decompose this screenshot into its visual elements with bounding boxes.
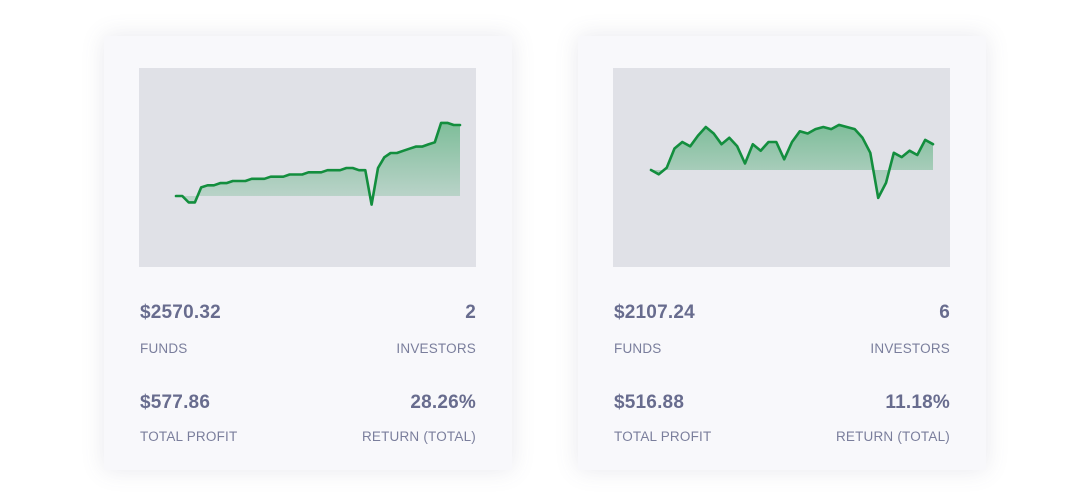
funds-label: FUNDS [140, 341, 188, 356]
fund-card-2[interactable]: $2107.24 FUNDS 6 INVESTORS $516.88 TOTAL… [578, 36, 986, 470]
chart-series-line [174, 121, 462, 206]
return-value: 11.18% [885, 392, 950, 413]
chart-series-line [649, 123, 935, 200]
return-label: RETURN (TOTAL) [361, 429, 476, 444]
performance-chart [139, 68, 476, 267]
funds-label: FUNDS [614, 341, 662, 356]
performance-chart [613, 68, 950, 267]
funds-value: $2107.24 [614, 302, 695, 323]
performance-chart-svg [649, 123, 935, 200]
investors-value: 6 [939, 302, 950, 323]
performance-chart-svg [174, 121, 462, 206]
total-profit-label: TOTAL PROFIT [140, 429, 238, 444]
total-profit-value: $516.88 [614, 392, 685, 413]
investors-label: INVESTORS [396, 341, 476, 356]
funds-value: $2570.32 [140, 302, 221, 323]
total-profit-label: TOTAL PROFIT [614, 429, 712, 444]
chart-area-fill [176, 122, 460, 205]
chart-area-fill [651, 124, 933, 198]
fund-card-1[interactable]: $2570.32 FUNDS 2 INVESTORS $577.86 TOTAL… [104, 36, 512, 470]
investors-label: INVESTORS [870, 341, 950, 356]
total-profit-value: $577.86 [140, 392, 211, 413]
return-value: 28.26% [410, 392, 476, 413]
return-label: RETURN (TOTAL) [835, 429, 950, 444]
investors-value: 2 [465, 302, 476, 323]
